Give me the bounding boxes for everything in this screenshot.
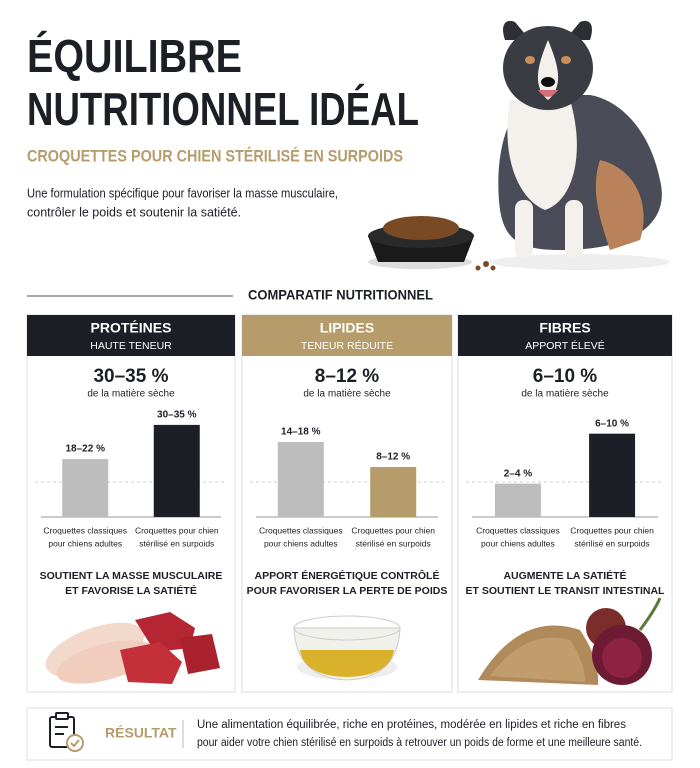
bar-label: 6–10 %	[595, 418, 629, 429]
category-label: Croquettes pour chien	[135, 525, 219, 535]
panel-subtitle: TENEUR RÉDUITE	[301, 339, 393, 352]
bar	[277, 442, 324, 517]
benefit: APPORT ÉNERGÉTIQUE CONTRÔLÉ	[255, 569, 440, 582]
description: contrôler le poids et soutenir la satiét…	[27, 205, 241, 219]
category-label: stérilisé en surpoids	[575, 538, 650, 548]
result-text: pour aider votre chien stérilisé en surp…	[197, 737, 642, 749]
benefit: AUGMENTE LA SATIÉTÉ	[503, 569, 626, 582]
benefit: SOUTIENT LA MASSE MUSCULAIRE	[40, 570, 223, 582]
bar-label: 30–35 %	[157, 410, 197, 421]
subtitle: CROQUETTES POUR CHIEN STÉRILISÉ EN SURPO…	[27, 146, 403, 165]
panel-title: PROTÉINES	[91, 320, 172, 336]
panel-title: LIPIDES	[320, 320, 374, 336]
headline-note: de la matière sèche	[521, 389, 609, 400]
panel-subtitle: HAUTE TENEUR	[90, 340, 172, 352]
headline: 8–12 %	[315, 366, 380, 387]
result-icon	[49, 712, 84, 752]
bar	[589, 433, 636, 517]
result-text: Une alimentation équilibrée, riche en pr…	[197, 719, 626, 731]
category-label: Croquettes classiques	[43, 525, 127, 535]
headline: 30–35 %	[93, 366, 168, 387]
category-label: stérilisé en surpoids	[139, 538, 214, 548]
result-box	[26, 707, 673, 761]
bar	[153, 424, 200, 517]
bar-label: 14–18 %	[281, 427, 321, 438]
headline-note: de la matière sèche	[87, 389, 175, 400]
bowl-illustration	[368, 216, 496, 271]
section-title: COMPARATIF NUTRITIONNEL	[248, 287, 433, 303]
category-label: Croquettes classiques	[259, 525, 343, 535]
bar-label: 2–4 %	[504, 468, 532, 479]
category-label: Croquettes classiques	[476, 525, 560, 535]
benefit: ET SOUTIENT LE TRANSIT INTESTINAL	[466, 585, 666, 597]
benefit: ET FAVORISE LA SATIÉTÉ	[65, 584, 197, 597]
category-label: Croquettes pour chien	[351, 525, 435, 535]
bar	[370, 467, 417, 517]
category-label: pour chiens adultes	[48, 538, 122, 548]
panel-header	[27, 315, 235, 356]
category-label: stérilisé en surpoids	[356, 538, 431, 548]
result-label: RÉSULTAT	[105, 725, 177, 741]
food-illustrations	[45, 597, 662, 685]
panel-header	[458, 315, 672, 356]
bar	[494, 483, 541, 517]
panel-header	[242, 315, 452, 356]
panels: PROTÉINES HAUTE TENEUR 30–35 % de la matièr…	[26, 314, 673, 693]
category-label: pour chiens adultes	[481, 538, 555, 548]
panel-title: FIBRES	[539, 320, 590, 336]
category-label: pour chiens adultes	[264, 538, 338, 548]
bar-label: 18–22 %	[65, 444, 105, 455]
dog-illustration	[490, 20, 670, 270]
bar-label: 8–12 %	[376, 452, 410, 463]
benefit: POUR FAVORISER LA PERTE DE POIDS	[247, 585, 448, 597]
title-line: ÉQUILIBRE	[27, 30, 242, 82]
description: Une formulation spécifique pour favorise…	[27, 186, 338, 200]
panel-subtitle: APPORT ÉLEVÉ	[525, 339, 605, 352]
title-line: NUTRITIONNEL IDÉAL	[27, 83, 419, 135]
bar	[62, 459, 109, 517]
headline-note: de la matière sèche	[303, 389, 391, 400]
headline: 6–10 %	[533, 366, 598, 387]
category-label: Croquettes pour chien	[570, 525, 654, 535]
